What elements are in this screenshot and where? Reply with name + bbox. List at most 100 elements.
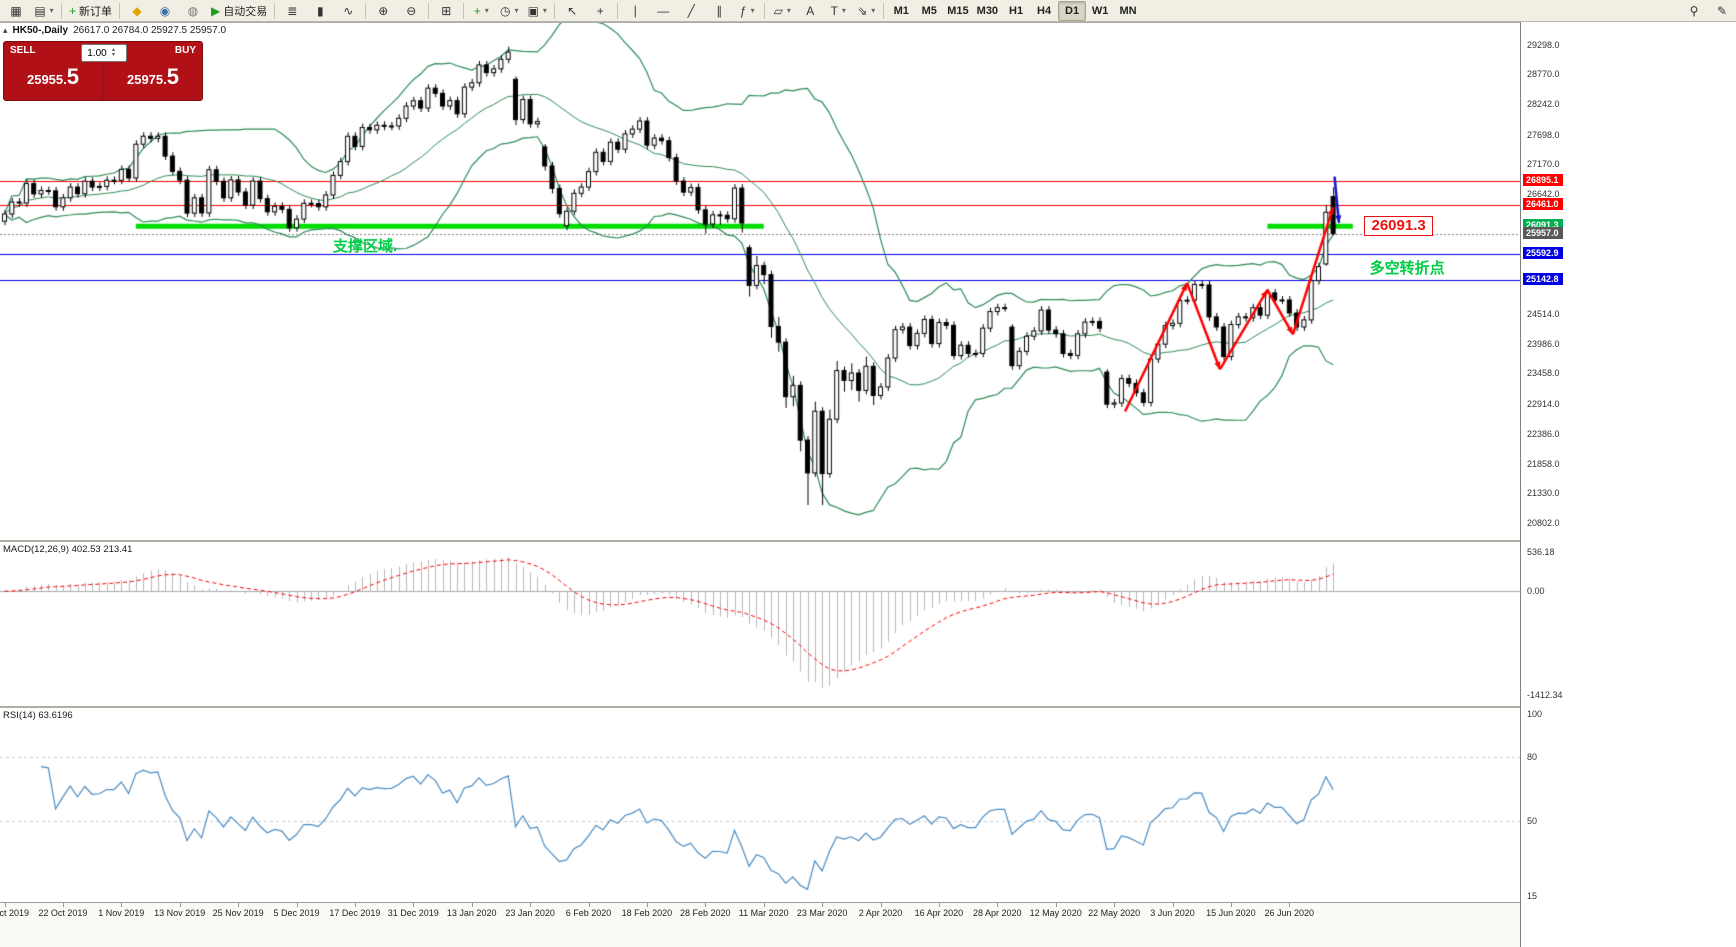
date-tick [880,903,882,907]
price-axis-label: 28770.0 [1527,69,1560,80]
rsi-label: RSI(14) 63.6196 [3,710,73,721]
equidistant-channel-icon: ∥ [716,3,723,18]
text-icon[interactable]: A [796,1,824,21]
date-axis-label: 18 Feb 2020 [621,908,673,918]
cursor-icon[interactable]: ↖ [558,1,586,21]
timeframe-m1-label: M1 [893,4,909,17]
chevron-down-icon: ▾ [750,6,755,15]
timeframe-m15[interactable]: M15 [943,1,972,21]
favorites-icon[interactable]: ◆ [123,1,151,21]
date-axis-label: 23 Jan 2020 [505,908,555,918]
timeframe-m1[interactable]: M1 [887,1,915,21]
line-chart-icon[interactable]: ∿ [334,1,362,21]
symbol-period-label: HK50-,Daily [12,25,69,36]
indicators-icon[interactable]: + ▾ [467,1,495,21]
timeframe-w1-label: W1 [1091,4,1109,17]
text-label-icon[interactable]: T ▾ [824,1,852,21]
candlestick-chart-icon: ▮ [316,3,324,18]
macd-canvas[interactable] [0,542,1520,706]
new-order-button[interactable]: + 新订单 [65,1,116,21]
timeframe-mn[interactable]: MN [1114,1,1142,21]
timeframe-m30[interactable]: M30 [973,1,1002,21]
templates-icon: ▣ [527,3,539,18]
fibonacci-icon[interactable]: ƒ ▾ [733,1,761,21]
date-axis-label: 23 Mar 2020 [796,908,848,918]
market-watch-icon: ◉ [159,3,171,18]
sell-label: SELL [10,45,36,56]
rsi-canvas[interactable] [0,708,1520,902]
timeframe-m5[interactable]: M5 [915,1,943,21]
date-tick [588,903,590,907]
templates-icon[interactable]: ▣ ▾ [523,1,551,21]
timeframe-m30-label: M30 [976,4,999,17]
toolbar-separator [119,2,121,19]
timeframe-h1[interactable]: H1 [1002,1,1030,21]
volume-stepper[interactable]: ▴ ▾ [112,47,116,58]
pivot-point-label: 多空转折点 [1369,259,1445,277]
zoom-out-icon[interactable]: ⊖ [397,1,425,21]
buy-button[interactable]: BUY 25975.5 [104,42,202,100]
date-axis-label: 13 Jan 2020 [446,908,497,918]
quick-edit-icon[interactable]: ✎ [1708,1,1736,21]
periods-icon[interactable]: ◷ ▾ [495,1,523,21]
date-tick [1289,903,1291,907]
timeframe-w1[interactable]: W1 [1086,1,1114,21]
chart-profiles-icon[interactable]: ▤ ▾ [30,1,58,21]
bars-chart-icon: ≣ [287,3,298,18]
date-axis-label: 31 Dec 2019 [387,908,439,918]
date-axis-label: 17 Dec 2019 [329,908,381,918]
date-axis-label: 3 Jun 2020 [1150,908,1195,918]
trendline-icon[interactable]: ╱ [677,1,705,21]
toolbar-separator [883,2,885,19]
date-axis-label: 26 Jun 2020 [1264,908,1315,918]
macd-axis-label: 536.18 [1527,546,1555,557]
one-click-trading-panel: SELL 25955.5 BUY 25975.5 ▴▾ [3,41,203,101]
new-chart-icon[interactable]: ▦ [2,1,30,21]
date-axis-label: 25 Nov 2019 [212,908,264,918]
line-chart-icon: ∿ [343,3,354,18]
timeframe-d1[interactable]: D1 [1058,0,1087,21]
toolbar-separator [274,2,276,19]
volume-input[interactable] [82,47,112,59]
price-chart-canvas[interactable] [0,23,1520,541]
rsi-axis-label: 50 [1527,816,1538,827]
timeframe-h4[interactable]: H4 [1030,1,1058,21]
text-label-icon: T [830,3,838,18]
shapes-icon[interactable]: ▱ ▾ [768,1,796,21]
macd-axis-label: -1412.34 [1527,690,1563,701]
arrows-icon[interactable]: ⇘ ▾ [852,1,880,21]
tile-windows-icon[interactable]: ⊞ [432,1,460,21]
price-axis-tag: 26461.0 [1523,198,1563,211]
price-axis-tag: 26895.1 [1523,173,1563,186]
market-watch-icon[interactable]: ◉ [151,1,179,21]
chevron-down-icon: ▾ [841,6,846,15]
candlestick-chart-icon[interactable]: ▮ [306,1,334,21]
date-tick [4,903,6,907]
date-axis-label: 16 Apr 2020 [914,908,964,918]
date-tick [763,903,765,907]
toolbar-separator [554,2,556,19]
date-axis-label: 15 Jun 2020 [1206,908,1256,918]
timeframe-d1-label: D1 [1065,4,1080,17]
bars-chart-icon[interactable]: ≣ [278,1,306,21]
price-axis-tag: 25142.8 [1523,272,1563,285]
fibonacci-icon: ƒ [739,3,747,18]
vertical-line-icon[interactable]: ∣ [621,1,649,21]
price-axis-label: 24514.0 [1527,308,1560,319]
date-tick [938,903,940,907]
date-tick [471,903,473,907]
search-icon[interactable]: ⚲ [1680,1,1708,21]
crosshair-icon[interactable]: + [586,1,614,21]
zoom-in-icon[interactable]: ⊕ [369,1,397,21]
auto-trading-button[interactable]: ▶ 自动交易 [207,1,271,21]
sell-button[interactable]: SELL 25955.5 [4,42,103,100]
data-window-icon[interactable]: ◍ [179,1,207,21]
horizontal-line-icon[interactable]: ― [649,1,677,21]
auto-trading-button-label: 自动交易 [223,5,268,18]
equidistant-channel-icon[interactable]: ∥ [705,1,733,21]
chevron-down-icon: ▾ [542,6,547,15]
trendline-icon: ╱ [687,3,695,18]
price-axis-label: 29298.0 [1527,39,1560,50]
date-axis-label: 10 Oct 2019 [0,908,30,918]
chevron-down-icon: ▾ [484,6,489,15]
